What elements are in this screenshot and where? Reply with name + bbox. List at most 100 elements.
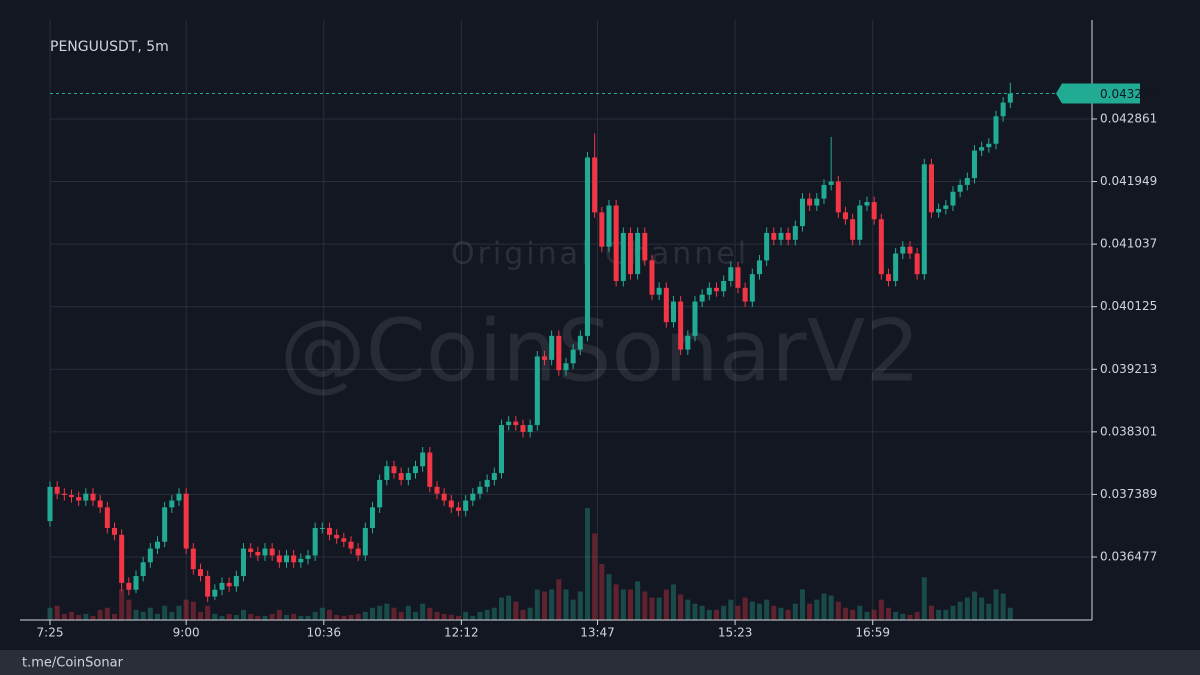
volume-bar — [635, 581, 641, 620]
candle-body — [448, 500, 454, 508]
candle-body — [928, 164, 934, 213]
candle-body — [484, 479, 490, 487]
volume-bar — [76, 614, 82, 620]
candle-body — [54, 486, 60, 494]
volume-bar — [642, 591, 648, 620]
candle-body — [850, 219, 856, 240]
candle-body — [319, 527, 325, 529]
candle-body — [205, 576, 211, 597]
volume-bar — [412, 611, 418, 620]
volume-bar — [147, 607, 153, 620]
volume-bar — [262, 615, 268, 620]
volume-bar — [821, 593, 827, 620]
volume-bar — [520, 609, 526, 620]
volume-bar — [857, 605, 863, 620]
candle-body — [534, 356, 540, 426]
candle-body — [570, 349, 576, 364]
candle-body — [427, 452, 433, 487]
volume-bar — [742, 597, 748, 620]
candle-body — [864, 202, 870, 206]
volume-bar — [663, 589, 669, 620]
candle-body — [756, 260, 762, 275]
footer-text: t.me/CoinSonar — [22, 656, 124, 671]
volume-bar — [205, 605, 211, 620]
x-tick-label: 15:23 — [718, 626, 753, 640]
volume-bar — [283, 614, 290, 620]
candle-body — [140, 562, 146, 577]
volume-bar — [470, 615, 476, 620]
candle-body — [713, 287, 719, 292]
candle-body — [584, 157, 590, 336]
candle-body — [527, 425, 533, 432]
candle-body — [226, 582, 232, 587]
volume-bar — [570, 599, 576, 620]
volume-bar — [506, 595, 512, 620]
candle-body — [276, 555, 282, 563]
candle-body — [83, 493, 89, 501]
volume-bar — [721, 605, 727, 620]
candle-body — [556, 335, 562, 371]
candle-body — [670, 301, 676, 323]
candle-body — [369, 507, 375, 528]
candle-body — [312, 527, 318, 556]
volume-bar — [498, 597, 504, 620]
candle-body — [498, 425, 504, 474]
y-tick-label: 0.036477 — [1100, 550, 1157, 564]
volume-bar — [541, 591, 547, 620]
volume-bar — [921, 577, 927, 620]
volume-bar — [728, 599, 734, 620]
candle-body — [599, 212, 605, 247]
volume-bar — [577, 591, 583, 620]
candle-body — [936, 208, 942, 213]
candle-body — [842, 212, 848, 220]
candle-body — [269, 548, 275, 556]
volume-bar — [534, 589, 540, 620]
candle-body — [76, 497, 82, 501]
volume-bar — [986, 603, 992, 620]
volume-bar — [620, 589, 626, 620]
candle-body — [506, 421, 512, 426]
volume-bar — [878, 599, 884, 620]
candle-body — [742, 287, 748, 302]
last-price-tag — [1056, 83, 1140, 104]
candle-body — [950, 191, 956, 206]
candle-body — [219, 582, 225, 590]
volume-bar — [850, 609, 856, 620]
candle-body — [212, 589, 218, 597]
candle-body — [728, 267, 734, 281]
candle-body — [921, 164, 927, 275]
volume-bar — [405, 605, 411, 620]
candle-body — [412, 466, 418, 474]
volume-bar — [441, 613, 447, 620]
volume-bar — [434, 611, 440, 620]
chart-title: PENGUUSDT, 5m — [50, 39, 169, 55]
candle-body — [549, 335, 555, 360]
candle-body — [133, 576, 139, 590]
candle-body — [455, 507, 461, 511]
x-tick-label: 7:25 — [37, 626, 64, 640]
volume-bar — [219, 615, 225, 620]
candle-body — [362, 527, 368, 556]
volume-bar — [248, 613, 254, 620]
volume-bar — [785, 609, 791, 620]
volume-bar — [1007, 607, 1013, 620]
volume-bar — [1000, 593, 1006, 620]
volume-bar — [685, 599, 691, 620]
candle-body — [298, 558, 304, 563]
x-tick-label: 10:36 — [306, 626, 341, 640]
y-tick-label: 0.042861 — [1100, 111, 1157, 125]
candle-body — [749, 274, 755, 302]
volume-bar — [90, 615, 96, 620]
candle-body — [828, 181, 834, 185]
candle-body — [807, 198, 813, 206]
candle-body — [405, 473, 411, 480]
volume-bar — [68, 611, 75, 620]
volume-bar — [656, 597, 662, 620]
candle-body — [642, 232, 648, 261]
candle-body — [943, 205, 949, 209]
volume-bar — [154, 613, 161, 620]
candle-body — [764, 232, 770, 261]
candle-body — [477, 486, 483, 494]
volume-bars — [47, 508, 1013, 620]
